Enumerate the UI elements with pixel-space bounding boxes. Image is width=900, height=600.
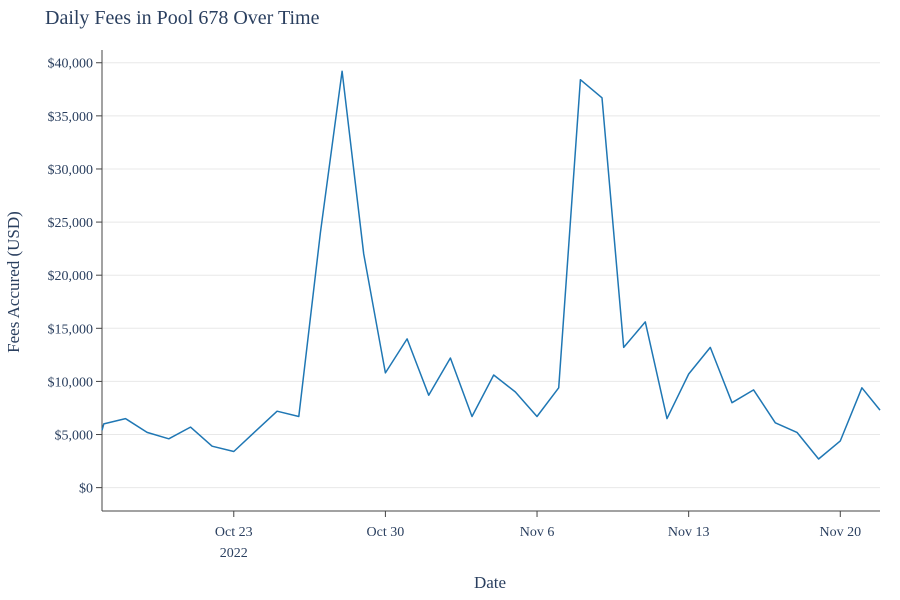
x-tick-label: Oct 30	[367, 525, 405, 540]
data-point	[274, 408, 280, 414]
data-point	[621, 344, 627, 350]
data-point	[577, 77, 583, 83]
data-point	[729, 400, 735, 406]
y-tick-label: $25,000	[48, 216, 94, 231]
data-point	[556, 385, 562, 391]
data-point	[187, 424, 193, 430]
x-axis-ticks: Oct 23 2022 Oct 30 Nov 6 Nov 13 Nov 20	[215, 511, 861, 561]
y-axis-ticks: $0 $5,000 $10,000 $15,000 $20,000 $25,000 $30,…	[48, 57, 102, 497]
data-point	[122, 416, 128, 422]
data-point	[339, 68, 345, 74]
data-point	[144, 429, 150, 435]
gridlines	[102, 62, 880, 489]
data-point	[664, 416, 670, 422]
data-point	[166, 436, 172, 442]
y-axis-title: Fees Accured (USD)	[4, 211, 23, 353]
data-point	[469, 413, 475, 419]
y-tick-label: $30,000	[48, 163, 94, 178]
data-point	[317, 230, 323, 236]
data-point	[772, 420, 778, 426]
series-line-fees	[101, 70, 881, 460]
data-point	[361, 251, 367, 257]
data-point	[426, 392, 432, 398]
x-tick-label: Nov 6	[520, 525, 555, 540]
data-point	[101, 421, 107, 427]
x-tick-label: Oct 23	[215, 525, 253, 540]
data-point	[382, 370, 388, 376]
data-point	[794, 429, 800, 435]
series-layer	[101, 68, 881, 462]
y-tick-label: $0	[79, 482, 93, 497]
data-point	[512, 389, 518, 395]
y-tick-label: $40,000	[48, 57, 94, 72]
y-tick-label: $35,000	[48, 110, 94, 125]
data-point	[707, 344, 713, 350]
data-point	[837, 438, 843, 444]
y-tick-label: $10,000	[48, 375, 94, 390]
data-point	[751, 387, 757, 393]
data-point	[599, 95, 605, 101]
x-axis-title: Date	[474, 573, 506, 592]
y-tick-label: $5,000	[55, 429, 94, 444]
data-point	[252, 428, 258, 434]
data-point	[642, 319, 648, 325]
chart-title: Daily Fees in Pool 678 Over Time	[45, 7, 320, 29]
data-point	[491, 372, 497, 378]
x-tick-label: Nov 13	[668, 525, 710, 540]
data-point	[534, 413, 540, 419]
y-tick-label: $15,000	[48, 322, 94, 337]
data-point	[859, 385, 865, 391]
data-point	[686, 371, 692, 377]
data-point	[404, 336, 410, 342]
axes	[101, 50, 880, 512]
data-point	[816, 456, 822, 462]
data-point	[209, 443, 215, 449]
data-point	[447, 355, 453, 361]
x-tick-label: Nov 20	[819, 525, 861, 540]
data-point	[231, 449, 237, 455]
data-point	[296, 413, 302, 419]
y-tick-label: $20,000	[48, 269, 94, 284]
x-tick-year-label: 2022	[220, 546, 248, 561]
